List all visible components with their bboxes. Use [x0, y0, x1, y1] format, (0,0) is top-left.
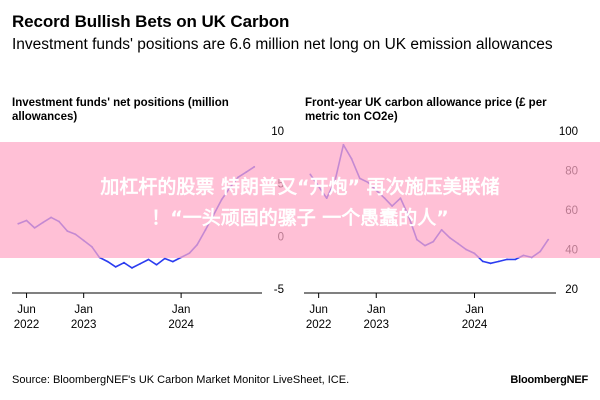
chart-2-xtick-year: 2022 — [306, 319, 332, 331]
chart-2-xtick-month: Jan — [367, 304, 386, 316]
chart-1-xtick-year: 2024 — [168, 319, 194, 331]
chart-2-data-point — [489, 262, 492, 265]
chart-2-xtick-month: Jun — [309, 304, 328, 316]
chart-1-data-point — [106, 260, 109, 263]
banner-text-line-1: 加杠杆的股票 特朗普又“开炮” 再次施压美联储 — [100, 176, 500, 198]
chart-2-data-point — [506, 258, 508, 261]
chart-1-data-point — [123, 261, 125, 264]
chart-1-xtick-month: Jun — [17, 304, 36, 316]
chart-2-ytick-label: 20 — [565, 284, 578, 296]
page-title: Record Bullish Bets on UK Carbon — [12, 12, 290, 31]
chart-2-data-point — [498, 260, 500, 263]
chart-1-data-point — [163, 257, 166, 260]
chart-1-xtick-year: 2022 — [14, 319, 40, 331]
overlay-banner — [0, 142, 600, 258]
chart-2-data-point — [514, 258, 517, 261]
chart-2-xtick-year: 2024 — [462, 319, 488, 331]
chart-1-xtick-month: Jan — [172, 304, 191, 316]
chart-2-xtick-year: 2023 — [363, 319, 389, 331]
chart-1-data-point — [171, 260, 174, 263]
source-note: Source: BloombergNEF's UK Carbon Market … — [12, 374, 350, 386]
chart-2-xtick-month: Jan — [465, 304, 484, 316]
chart-1-title: Investment funds' net positions (million… — [12, 97, 229, 123]
chart-2-title: Front-year UK carbon allowance price (£ … — [305, 97, 547, 123]
page-subtitle: Investment funds' positions are 6.6 mill… — [12, 36, 553, 53]
chart-1-xtick-month: Jan — [74, 304, 93, 316]
chart-1-data-point — [131, 267, 133, 269]
brand-logo-text: BloombergNEF — [510, 374, 588, 386]
chart-1-data-point — [155, 263, 158, 266]
chart-1-ytick-label: -5 — [274, 284, 284, 296]
chart-2-data-point — [481, 260, 484, 263]
chart-1-data-point — [139, 262, 142, 265]
chart-1-data-point — [147, 258, 150, 261]
chart-1-data-point — [114, 265, 117, 268]
banner-text-line-2: ！“一头顽固的骡子 一个愚蠢的人” — [151, 207, 449, 229]
chart-1-xtick-year: 2023 — [71, 319, 97, 331]
chart-1-ytick-label: 10 — [271, 126, 284, 138]
chart-2-ytick-label: 100 — [559, 126, 578, 138]
